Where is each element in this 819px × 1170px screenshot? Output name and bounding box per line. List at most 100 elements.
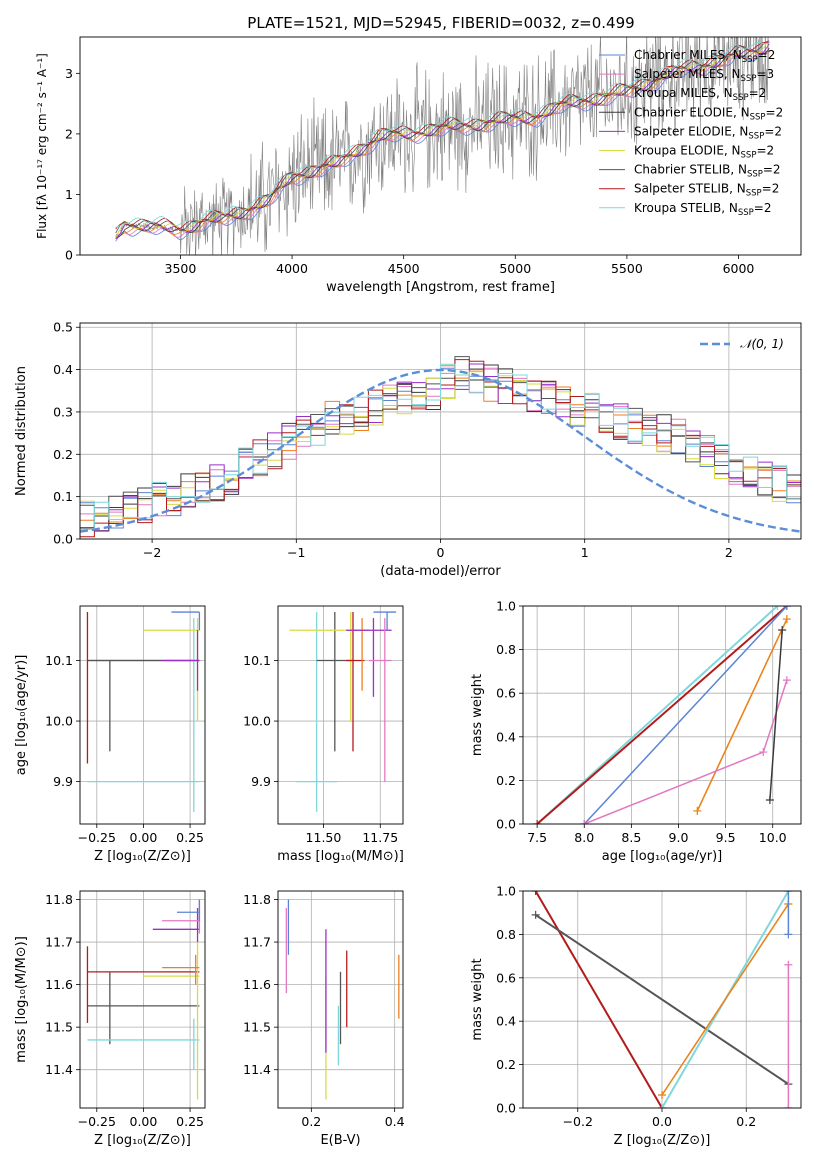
- x-tick-label: 10.0: [759, 830, 787, 845]
- legend-entry: 𝒩(0, 1): [740, 337, 784, 351]
- y-tick-label: 11.4: [45, 1062, 73, 1077]
- y-tick-label: 10.0: [45, 714, 73, 729]
- legend-subscript: SSP: [742, 55, 758, 65]
- x-axis-label: Z [log₁₀(Z/Z⊙)]: [94, 1133, 191, 1148]
- legend-entry: Kroupa STELIB, NSSP=2: [634, 201, 772, 218]
- x-tick-label: 0.2: [736, 1114, 756, 1129]
- plot-area-age-vs-Z: [86, 611, 201, 812]
- x-tick-label: 0.25: [176, 830, 204, 845]
- x-tick-label: 11.50: [306, 830, 342, 845]
- residual-histogram: [80, 356, 801, 532]
- y-axis-label: age [log₁₀(age/yr)]: [14, 655, 29, 776]
- axes-frame: [522, 605, 802, 825]
- x-tick-label: 4500: [388, 261, 420, 276]
- y-tick-label: 0: [65, 248, 73, 263]
- x-tick-label: 0.2: [301, 1114, 321, 1129]
- y-tick-label: 3: [65, 66, 73, 81]
- y-axis-label: Normed distribution: [14, 366, 29, 496]
- x-tick-label: 0: [437, 545, 445, 560]
- legend-entry: Salpeter ELODIE, NSSP=2: [634, 124, 782, 141]
- axes-frame: [79, 890, 206, 1109]
- y-tick-label: 11.8: [243, 892, 271, 907]
- legend-suffix: =2: [758, 48, 776, 62]
- plot-area-mass-vs-EBV: [285, 899, 400, 1100]
- axes-frame: [79, 322, 802, 540]
- x-tick-label: −0.25: [78, 1114, 116, 1129]
- y-tick-label: 0.6: [496, 970, 516, 985]
- x-axis-label: (data-model)/error: [380, 564, 501, 579]
- x-tick-label: −2: [143, 545, 161, 560]
- mass-weight-line: [583, 606, 788, 824]
- model-spectrum-line: [115, 51, 770, 238]
- y-tick-label: 0.2: [53, 447, 73, 462]
- legend-entry: Chabrier MILES, NSSP=2: [634, 48, 775, 65]
- axes-frame: [277, 890, 404, 1109]
- mass-weight-line: [536, 606, 779, 824]
- legend-entry: Chabrier ELODIE, NSSP=2: [634, 105, 783, 122]
- x-tick-label: 5000: [499, 261, 531, 276]
- y-tick-label: 0.2: [496, 1057, 516, 1072]
- panel-age-vs-mass: 11.50 11.75 9.9 10.0 10.1 mass [log₁₀(M/M⊙)]: [243, 605, 404, 864]
- x-axis-label: Z [log₁₀(Z/Z⊙)]: [614, 1133, 711, 1148]
- y-tick-label: 11.4: [243, 1062, 271, 1077]
- legend-label: Chabrier ELODIE, N: [634, 105, 750, 119]
- x-tick-label: −0.2: [563, 1114, 593, 1129]
- x-axis-label: mass [log₁₀(M/M⊙)]: [277, 849, 404, 864]
- y-tick-label: 11.6: [243, 977, 271, 992]
- mass-weight-point: [759, 748, 768, 757]
- x-tick-label: 9.0: [669, 830, 689, 845]
- plot-area-massweight-vs-Z: [531, 891, 793, 1108]
- y-axis-label: mass [log₁₀(M/M⊙)]: [14, 936, 29, 1063]
- legend-subscript: SSP: [741, 151, 757, 161]
- y-tick-label: 0.0: [53, 532, 73, 547]
- x-tick-label: 0.4: [385, 1114, 405, 1129]
- mass-weight-point: [531, 891, 540, 895]
- x-tick-label: 1: [581, 545, 589, 560]
- grid-mass-vs-Z: [80, 891, 205, 1108]
- y-tick-label: 0.2: [496, 773, 516, 788]
- legend-label: Salpeter ELODIE, N: [634, 124, 748, 138]
- y-tick-label: 2: [65, 126, 73, 141]
- legend-label: Kroupa MILES, N: [634, 86, 733, 100]
- y-tick-label: 0.3: [53, 404, 73, 419]
- legend-subscript: SSP: [748, 131, 764, 141]
- x-tick-label: 3500: [165, 261, 197, 276]
- legend-label: Salpeter STELIB, N: [634, 182, 746, 196]
- mass-weight-point: [782, 615, 791, 624]
- mass-weight-point: [765, 796, 774, 805]
- legend-suffix: =3: [756, 67, 774, 81]
- mass-weight-point: [784, 1104, 793, 1108]
- legend-entry: Kroupa MILES, NSSP=2: [634, 86, 766, 103]
- normal-curve: [80, 368, 801, 533]
- legend-label: Chabrier MILES, N: [634, 48, 742, 62]
- mass-weight-line: [535, 914, 789, 1085]
- model-spectrum-line: [115, 41, 770, 230]
- legend-subscript: SSP: [733, 93, 749, 103]
- y-tick-label: 0.4: [53, 362, 73, 377]
- y-axis-label: Flux [fλ 10⁻¹⁷ erg cm⁻² s⁻¹ A⁻¹]: [35, 53, 49, 239]
- plot-area-massweight-vs-age: [533, 606, 791, 824]
- legend-suffix: =2: [763, 163, 781, 177]
- y-axis-label: mass weight: [470, 958, 485, 1040]
- chart-title: PLATE=1521, MJD=52945, FIBERID=0032, z=0…: [247, 14, 634, 32]
- legend-subscript: SSP: [741, 74, 757, 84]
- mass-weight-point: [658, 1104, 666, 1108]
- y-tick-label: 0.0: [496, 1101, 516, 1116]
- mass-weight-line: [536, 606, 788, 824]
- residual-histogram: [80, 363, 801, 530]
- mass-weight-point: [580, 820, 589, 824]
- mass-weight-point: [784, 960, 793, 969]
- y-tick-label: 0.4: [496, 729, 516, 744]
- y-tick-label: 1.0: [496, 884, 516, 899]
- plot-area-age-vs-mass: [289, 611, 397, 812]
- axes-frame: [522, 890, 802, 1109]
- legend-label: Salpeter MILES, N: [634, 67, 741, 81]
- x-tick-label: 4000: [276, 261, 308, 276]
- x-tick-label: 5500: [611, 261, 643, 276]
- mass-weight-point: [658, 1090, 666, 1099]
- legend-suffix: =2: [764, 124, 782, 138]
- mass-weight-point: [533, 820, 542, 824]
- y-tick-label: 0.4: [496, 1014, 516, 1029]
- y-tick-label: 11.7: [243, 935, 271, 950]
